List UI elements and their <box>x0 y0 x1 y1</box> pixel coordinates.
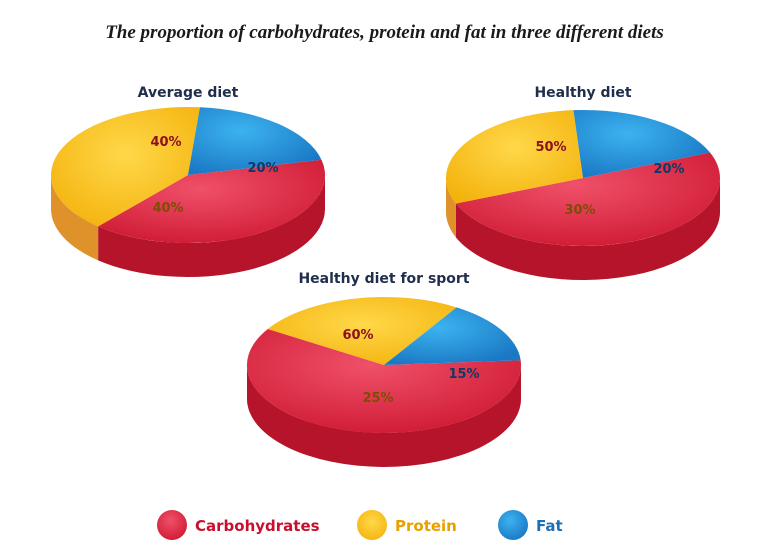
pie-0-label-protein: 40% <box>152 201 183 216</box>
legend-swatch-carbohydrates <box>157 510 187 540</box>
pie-1-label-protein: 30% <box>564 203 595 218</box>
pie-1-slice-protein <box>445 110 583 204</box>
pie-1-label-fat: 20% <box>653 162 684 177</box>
pie-0-slice-protein <box>50 107 200 227</box>
pie-2-label-carbohydrates: 60% <box>342 328 373 343</box>
pie-title-average-diet: Average diet <box>138 85 239 101</box>
legend: Carbohydrates Protein Fat <box>157 510 563 540</box>
pie-0-slice-fat <box>188 107 322 175</box>
pie-healthy-diet-for-sport: Healthy diet for sport 60% 25% 15% <box>246 271 521 467</box>
pie-healthy-diet: Healthy diet 50% 30% 20% <box>445 85 720 281</box>
pie-1-label-carbohydrates: 50% <box>535 140 566 155</box>
legend-swatch-protein <box>357 510 387 540</box>
legend-item-fat: Fat <box>498 510 563 540</box>
pie-1-side-carbohydrates <box>455 178 720 281</box>
pie-2-slice-fat <box>384 307 521 365</box>
pie-1-slice-carbohydrates <box>455 152 720 246</box>
pie-0-slice-carbohydrates <box>98 159 326 243</box>
pie-title-healthy-diet-for-sport: Healthy diet for sport <box>298 271 469 287</box>
legend-label-protein: Protein <box>395 517 457 535</box>
legend-item-carbohydrates: Carbohydrates <box>157 510 320 540</box>
pie-1-slice-fat <box>573 110 711 178</box>
legend-item-protein: Protein <box>357 510 457 540</box>
pie-0-side-carbohydrates <box>98 175 326 278</box>
pie-2-label-protein: 25% <box>362 391 393 406</box>
pie-0-label-fat: 20% <box>247 161 278 176</box>
pie-title-healthy-diet: Healthy diet <box>534 85 631 101</box>
pie-0-label-carbohydrates: 40% <box>150 135 181 150</box>
pie-2-slice-carbohydrates <box>246 328 521 434</box>
pie-0-side-protein <box>51 175 99 261</box>
pie-average-diet: Average diet 40% 40% 20% <box>50 85 326 278</box>
legend-label-carbohydrates: Carbohydrates <box>195 517 320 535</box>
chart-title: The proportion of carbohydrates, protein… <box>105 22 664 43</box>
pie-2-label-fat: 15% <box>448 367 479 382</box>
pie-2-slice-protein <box>267 297 457 365</box>
pie-2-side-carbohydrates <box>247 365 521 467</box>
legend-label-fat: Fat <box>536 517 563 535</box>
legend-swatch-fat <box>498 510 528 540</box>
pie-1-side-protein <box>446 178 456 238</box>
